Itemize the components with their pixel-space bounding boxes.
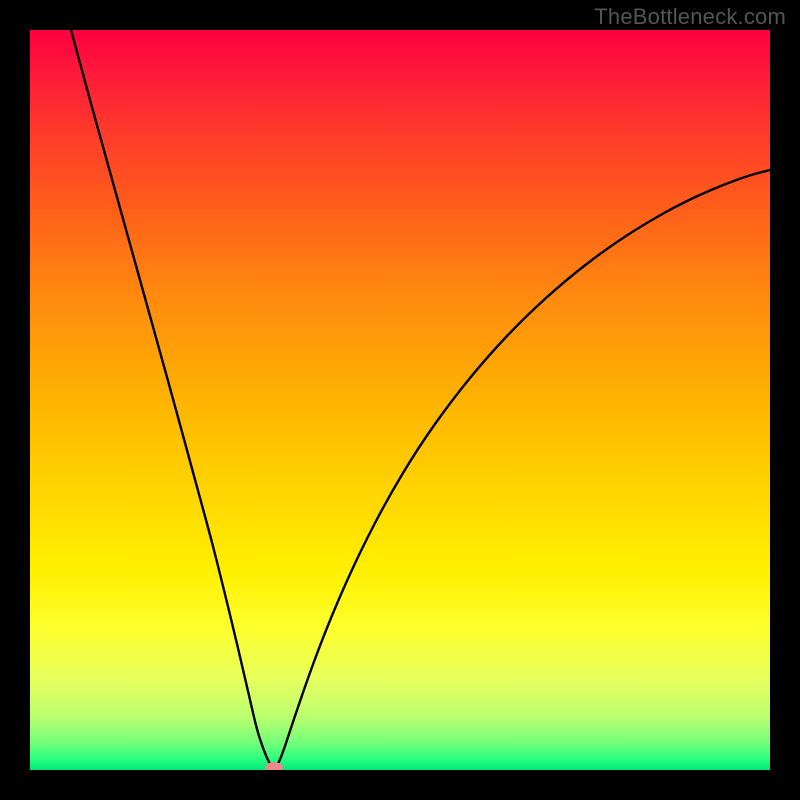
chart-frame: TheBottleneck.com [0, 0, 800, 800]
watermark-text: TheBottleneck.com [594, 4, 786, 30]
bottleneck-curve-chart [30, 30, 770, 770]
gradient-background [30, 30, 770, 770]
plot-area [30, 30, 770, 770]
